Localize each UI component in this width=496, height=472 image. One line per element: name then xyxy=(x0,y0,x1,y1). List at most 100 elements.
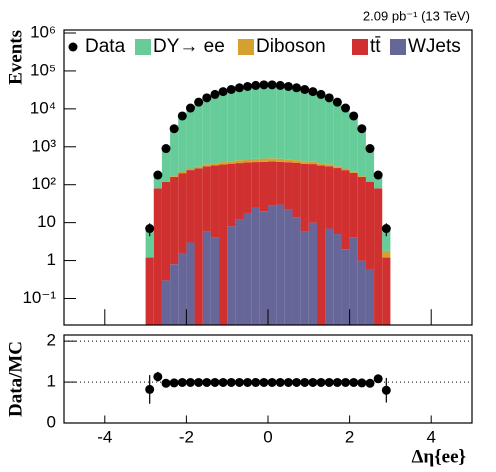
stack-bar xyxy=(219,162,228,165)
stack-bar xyxy=(243,162,252,213)
stack-bar xyxy=(365,181,375,269)
stack-bar xyxy=(259,158,268,162)
data-point xyxy=(341,377,351,387)
data-point xyxy=(357,124,367,134)
stack-bar xyxy=(219,164,228,325)
data-point xyxy=(357,378,367,388)
stack-bar xyxy=(333,166,342,169)
legend-label: Diboson xyxy=(256,36,326,57)
stack-bar xyxy=(178,253,187,325)
stack-bar xyxy=(308,164,317,223)
stack-bar xyxy=(178,171,187,174)
stack-bar xyxy=(243,86,252,160)
stack-bar xyxy=(194,166,203,169)
axes: Data DY→ ee Diboson tt̄ WJets10⁻¹11010²10³10… xyxy=(22,22,473,446)
y-tick-label: 10⁵ xyxy=(30,60,56,79)
lumi-label: 2.09 pb⁻¹ (13 TeV) xyxy=(363,8,470,23)
stack-bar xyxy=(284,86,293,160)
stack-bar xyxy=(341,168,350,171)
stack-bar xyxy=(374,188,383,325)
data-point xyxy=(341,103,351,113)
y-tick-label: 10⁻¹ xyxy=(22,288,56,307)
stack-bar xyxy=(268,205,277,325)
stack-bar xyxy=(341,249,350,325)
stack-bar xyxy=(243,159,252,163)
stack-bar xyxy=(235,160,244,164)
y-tick-label: 10⁶ xyxy=(30,22,56,41)
stack-bar xyxy=(170,264,179,325)
stack-bar xyxy=(333,102,342,167)
data-point xyxy=(259,80,269,90)
stack-bar xyxy=(145,230,154,258)
stack-bar xyxy=(194,102,203,167)
stack-bar xyxy=(292,162,301,218)
data-point xyxy=(177,377,187,387)
stack-bar xyxy=(382,228,391,251)
legend-label: DY→ ee xyxy=(153,36,225,57)
data-point xyxy=(292,83,302,93)
stack-bar xyxy=(357,260,366,325)
x-tick-label: 0 xyxy=(263,427,272,446)
stack-bar xyxy=(251,207,260,325)
stack-bar xyxy=(276,85,285,159)
data-point xyxy=(373,170,383,180)
stack-bar xyxy=(365,148,375,182)
stack-bar xyxy=(325,166,334,229)
data-point xyxy=(324,377,334,387)
data-point xyxy=(153,372,163,382)
stack-bar xyxy=(259,211,268,325)
stack-area xyxy=(145,80,391,325)
stack-bar xyxy=(170,128,179,177)
frame xyxy=(63,334,473,424)
stack-bar xyxy=(357,176,366,177)
stack-bar xyxy=(276,161,285,205)
y-tick-label: 1 xyxy=(47,250,56,269)
data-point xyxy=(226,84,236,94)
legend-label: Data xyxy=(85,36,126,57)
data-point xyxy=(283,81,293,91)
y-axis-title: Events xyxy=(5,30,26,85)
data-point xyxy=(243,377,253,387)
data-point xyxy=(145,384,155,394)
data-point xyxy=(218,87,228,97)
data-point xyxy=(251,80,261,90)
stack-bar xyxy=(268,161,277,206)
data-point xyxy=(275,80,285,90)
stack-bar xyxy=(333,234,342,325)
stack-bar xyxy=(292,160,301,163)
data-point xyxy=(381,224,391,234)
stack-bar xyxy=(178,173,187,254)
x-tick-label: 4 xyxy=(426,427,435,446)
stack-bar xyxy=(210,237,220,325)
stack-bar xyxy=(194,168,203,325)
data-point xyxy=(308,87,318,97)
stack-bar xyxy=(292,87,301,161)
x-tick-label: 2 xyxy=(345,427,354,446)
stack-bar xyxy=(259,84,268,159)
stack-bar xyxy=(333,168,342,235)
data-point xyxy=(169,124,179,134)
stack-bar xyxy=(186,168,195,171)
data-point xyxy=(332,97,342,107)
data-point xyxy=(169,378,179,388)
data-point xyxy=(365,144,375,154)
stack-bar xyxy=(349,171,358,173)
stack-bar xyxy=(186,170,195,243)
legend-swatch xyxy=(352,39,368,55)
legend-swatch xyxy=(390,39,406,55)
y-tick-label: 10³ xyxy=(31,136,56,155)
data-point xyxy=(226,377,236,387)
legend-marker xyxy=(68,42,78,52)
stack-bar xyxy=(300,163,309,232)
stack-bar xyxy=(251,158,260,163)
data-point xyxy=(202,377,212,387)
x-axis-title: Δη{ee} xyxy=(411,446,466,467)
stack-bar xyxy=(202,164,211,167)
stack-bar xyxy=(349,115,358,172)
data-point xyxy=(259,377,269,387)
legend-swatch xyxy=(238,39,254,55)
legend-swatch xyxy=(135,39,151,55)
data-point xyxy=(381,385,391,395)
y-tick-label: 2 xyxy=(47,331,56,350)
stack-bar xyxy=(251,162,260,208)
